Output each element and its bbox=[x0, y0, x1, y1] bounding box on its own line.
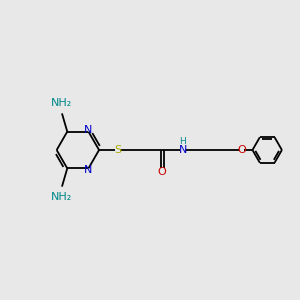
Text: N: N bbox=[178, 145, 187, 155]
Text: NH₂: NH₂ bbox=[51, 192, 73, 202]
Text: NH₂: NH₂ bbox=[51, 98, 73, 108]
Text: N: N bbox=[84, 165, 93, 175]
Text: H: H bbox=[179, 137, 186, 146]
Text: S: S bbox=[114, 145, 121, 155]
Text: O: O bbox=[237, 145, 246, 155]
Text: O: O bbox=[157, 167, 166, 177]
Text: N: N bbox=[84, 125, 93, 135]
